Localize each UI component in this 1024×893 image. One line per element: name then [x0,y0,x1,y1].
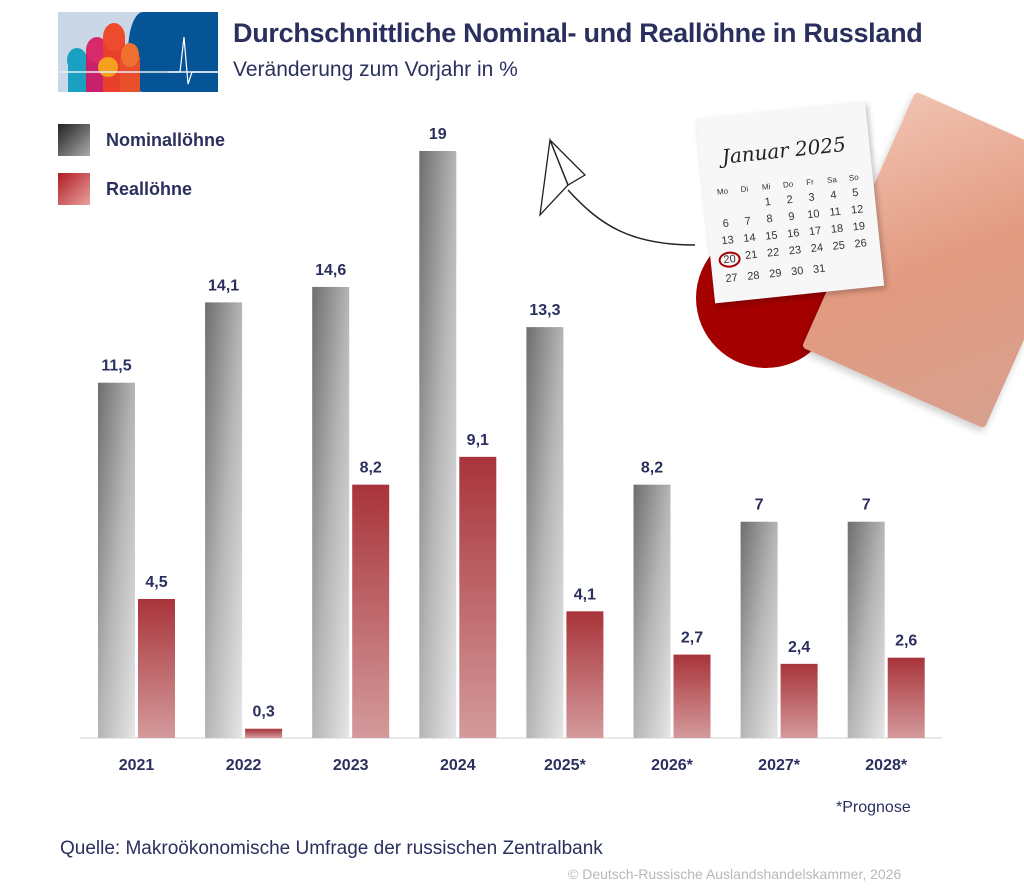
calendar-day: 2 [786,193,794,207]
x-tick-label: 2027* [758,757,801,774]
calendar-day: 31 [812,262,826,276]
data-label-real: 4,5 [145,574,167,591]
calendar-day: 27 [724,271,739,286]
calendar-day: 8 [765,212,774,226]
data-label-nominal: 19 [429,126,447,143]
calendar-day: 26 [853,237,868,251]
bar-real [138,598,175,738]
data-label-nominal: 14,1 [208,277,239,294]
source: Quelle: Makroökonomische Umfrage der rus… [60,838,603,859]
data-label-real: 0,3 [252,704,274,721]
bar-nominal [419,151,457,738]
calendar-image: Januar 2025 Mo Di Mi Do Fr Sa So 1 2 3 4 5 6 7 8 9 10 11 1… [695,101,885,304]
calendar-weekday: Mi [761,181,771,192]
data-label-nominal: 14,6 [315,262,346,279]
bar-real [352,484,390,738]
bar-nominal [847,521,885,738]
bar-nominal [98,382,135,738]
legend-label-nominal: Nominallöhne [106,130,226,150]
data-label-nominal: 7 [755,497,764,514]
x-tick-label: 2028* [865,757,908,774]
bar-nominal [526,327,564,738]
calendar-weekday: Mo [716,186,729,197]
calendar-day: 18 [830,222,844,236]
calendar-day: 3 [807,191,816,205]
data-label-nominal: 11,5 [101,358,131,375]
data-label-real: 2,4 [788,639,810,656]
bar-nominal [740,521,778,738]
calendar-day: 28 [746,269,761,283]
calendar-day: 29 [768,267,783,281]
calendar-day: 6 [722,217,730,231]
x-tick-label: 2021 [119,757,155,774]
calendar-weekday: Sa [826,175,838,185]
bar-real [566,611,604,738]
bar-nominal [633,484,671,738]
calendar-day: 4 [829,189,838,202]
legend-swatch-nominal [58,124,90,156]
calendar-day: 12 [850,203,864,217]
calendar-grid: Mo Di Mi Do Fr Sa So 1 2 3 4 5 6 7 8 9 10 11 12 13 14 15 16 17 1… [711,172,874,286]
legend-swatch-real [58,173,90,205]
data-label-real: 2,6 [895,633,917,650]
bar-nominal [312,286,350,738]
data-label-nominal: 13,3 [529,302,560,319]
data-label-real: 4,1 [574,586,596,603]
data-label-real: 2,7 [681,630,703,647]
bar-real [673,654,711,738]
chart-subtitle: Veränderung zum Vorjahr in % [233,58,518,81]
calendar-day: 13 [720,234,735,248]
x-tick-label: 2026* [651,757,694,774]
calendar-month: Januar 2025 [720,131,847,169]
calendar-day: 14 [742,231,757,246]
calendar-day: 24 [810,241,824,256]
x-tick-label: 2025* [544,757,587,774]
x-tick-label: 2022 [226,757,262,774]
calendar-day: 1 [764,196,772,209]
calendar-day: 7 [744,215,752,228]
logo [58,12,218,92]
data-label-nominal: 8,2 [641,460,663,477]
bar-real [887,657,925,738]
calendar-day: 15 [764,229,779,243]
paper-plane-icon [539,137,696,246]
legend-label-real: Reallöhne [106,179,193,199]
data-label-real: 8,2 [360,460,382,477]
calendar-day: 30 [790,265,804,279]
calendar-day: 17 [808,224,822,239]
x-tick-label: 2024 [440,757,476,774]
calendar-day: 16 [786,227,801,241]
footnote: *Prognose [836,799,911,816]
data-label-nominal: 7 [862,497,871,514]
calendar-day: 21 [744,248,759,262]
calendar-weekday: Di [740,184,749,195]
chart-title: Durchschnittliche Nominal- und Reallöhne… [233,18,923,48]
bar-real [459,456,497,738]
calendar-day: 22 [766,246,780,260]
calendar-day: 11 [828,205,842,219]
calendar-day: 9 [787,210,796,224]
calendar-day: 5 [851,186,860,200]
calendar-day: 10 [806,208,821,222]
data-label-real: 9,1 [467,432,489,449]
calendar-day: 25 [832,239,846,253]
calendar-day: 20 [717,250,742,269]
bar-real [245,728,283,738]
copyright: © Deutsch-Russische Auslandshandelskamme… [568,866,902,882]
calendar-day: 23 [788,244,802,258]
bar-nominal [205,302,243,738]
calendar-weekday: Fr [805,177,815,188]
calendar-weekday: Do [782,179,794,190]
calendar-day [713,200,736,214]
bar-real [780,663,818,738]
calendar-day: 19 [852,220,866,234]
calendar-weekday: So [848,172,860,183]
x-tick-label: 2023 [333,757,369,774]
calendar-day [734,197,757,211]
